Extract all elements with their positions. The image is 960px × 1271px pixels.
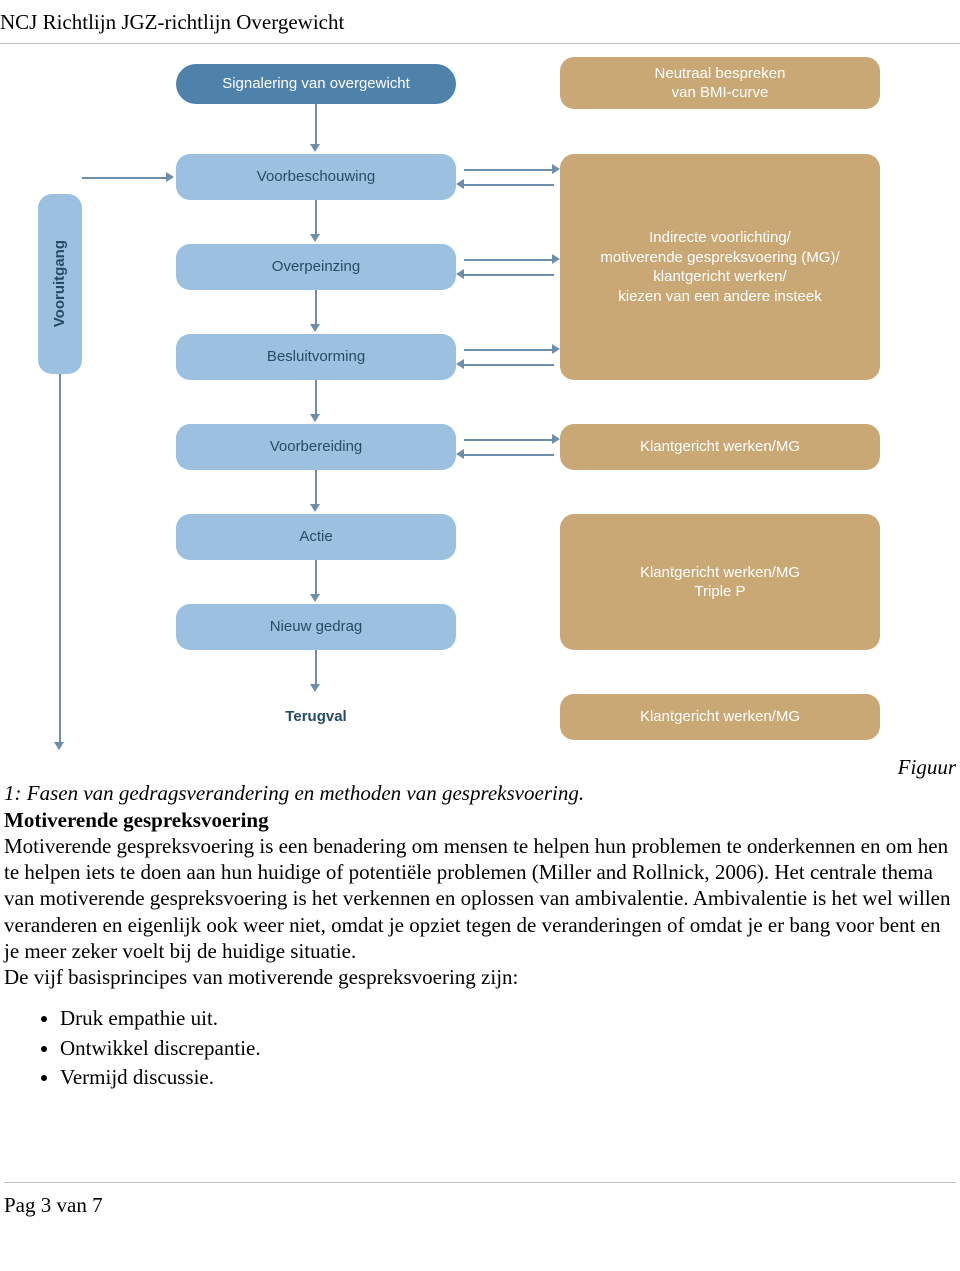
box-nieuw-gedrag-label: Nieuw gedrag xyxy=(270,617,363,637)
arrow-v-4-head xyxy=(310,504,320,512)
h-arrow-r2-r-head xyxy=(552,254,560,264)
arrow-v-0 xyxy=(315,104,317,146)
vooruitgang-box: Vooruitgang xyxy=(38,194,82,374)
arrow-v-2-head xyxy=(310,324,320,332)
figure-caption: 1: Fasen van gedragsverandering en metho… xyxy=(4,781,584,805)
arrow-vooruitgang-to-stage-head xyxy=(166,172,174,182)
mg-heading-text: Motiverende gespreksvoering xyxy=(4,808,269,832)
h-arrow-r1-l xyxy=(464,184,554,186)
h-arrow-r2-r xyxy=(464,259,554,261)
arrow-v-4 xyxy=(315,470,317,506)
box-tan-row56-text: Klantgericht werken/MG Triple P xyxy=(640,563,800,602)
list-item: Druk empathie uit. xyxy=(60,1004,956,1033)
box-besluitvorming: Besluitvorming xyxy=(176,334,456,380)
h-arrow-r4-r xyxy=(464,439,554,441)
arrow-v-6 xyxy=(315,650,317,686)
arrow-vooruitgang-down-head xyxy=(54,742,64,750)
box-besluitvorming-label: Besluitvorming xyxy=(267,347,365,367)
arrow-v-1-head xyxy=(310,234,320,242)
h-arrow-r3-l-head xyxy=(456,359,464,369)
box-indirecte-l2: motiverende gespreksvoering (MG)/ xyxy=(600,248,839,268)
box-terugval-label: Terugval xyxy=(285,707,346,727)
box-tan-row7: Klantgericht werken/MG xyxy=(560,694,880,740)
box-actie-label: Actie xyxy=(299,527,332,547)
page: NCJ Richtlijn JGZ-richtlijn Overgewicht … xyxy=(0,0,960,1248)
h-arrow-r3-l xyxy=(464,364,554,366)
list-item: Ontwikkel discrepantie. xyxy=(60,1034,956,1063)
box-indirecte-l3: klantgericht werken/ xyxy=(600,267,839,287)
h-arrow-r1-r-head xyxy=(552,164,560,174)
box-signalering-label: Signalering van overgewicht xyxy=(222,74,410,94)
mg-heading: Motiverende gespreksvoering xyxy=(4,807,956,833)
figuur-label-right: Figuur xyxy=(4,754,956,780)
box-signalering: Signalering van overgewicht xyxy=(176,64,456,104)
h-arrow-r2-l xyxy=(464,274,554,276)
arrow-v-0-head xyxy=(310,144,320,152)
box-tan-row4: Klantgericht werken/MG xyxy=(560,424,880,470)
h-arrow-r1-r xyxy=(464,169,554,171)
page-footer: Pag 3 van 7 xyxy=(0,1182,960,1218)
arrow-v-3-head xyxy=(310,414,320,422)
box-neutraal: Neutraal bespreken van BMI-curve xyxy=(560,57,880,109)
arrow-vooruitgang-to-stage xyxy=(82,177,168,179)
box-neutraal-l1: Neutraal bespreken xyxy=(655,64,786,84)
paragraph-2: De vijf basisprincipes van motiverende g… xyxy=(4,964,956,990)
box-indirecte-l4: kiezen van een andere insteek xyxy=(600,287,839,307)
box-tan-row56: Klantgericht werken/MG Triple P xyxy=(560,514,880,650)
box-neutraal-l2: van BMI-curve xyxy=(655,83,786,103)
arrow-v-5 xyxy=(315,560,317,596)
box-indirecte-l1: Indirecte voorlichting/ xyxy=(600,228,839,248)
paragraph-1: Motiverende gespreksvoering is een benad… xyxy=(4,833,956,964)
page-header-title: NCJ Richtlijn JGZ-richtlijn Overgewicht xyxy=(0,10,960,39)
box-neutraal-text: Neutraal bespreken van BMI-curve xyxy=(655,64,786,103)
arrow-v-5-head xyxy=(310,594,320,602)
arrow-v-6-head xyxy=(310,684,320,692)
arrow-v-2 xyxy=(315,290,317,326)
vooruitgang-label: Vooruitgang xyxy=(50,240,70,327)
principles-list: Druk empathie uit. Ontwikkel discrepanti… xyxy=(4,1004,956,1092)
h-arrow-r1-l-head xyxy=(456,179,464,189)
box-voorbereiding-label: Voorbereiding xyxy=(270,437,363,457)
box-voorbereiding: Voorbereiding xyxy=(176,424,456,470)
figuur-word: Figuur xyxy=(898,755,956,779)
list-item: Vermijd discussie. xyxy=(60,1063,956,1092)
h-arrow-r4-l xyxy=(464,454,554,456)
box-voorbeschouwing: Voorbeschouwing xyxy=(176,154,456,200)
arrow-vooruitgang-down xyxy=(59,374,61,744)
h-arrow-r3-r xyxy=(464,349,554,351)
h-arrow-r4-r-head xyxy=(552,434,560,444)
box-overpeinzing: Overpeinzing xyxy=(176,244,456,290)
body-text: Figuur 1: Fasen van gedragsverandering e… xyxy=(0,754,960,1092)
box-voorbeschouwing-label: Voorbeschouwing xyxy=(257,167,375,187)
box-indirecte-text: Indirecte voorlichting/ motiverende gesp… xyxy=(600,228,839,306)
box-indirecte: Indirecte voorlichting/ motiverende gesp… xyxy=(560,154,880,380)
h-arrow-r3-r-head xyxy=(552,344,560,354)
caption-line: 1: Fasen van gedragsverandering en metho… xyxy=(4,780,956,806)
box-overpeinzing-label: Overpeinzing xyxy=(272,257,360,277)
box-tan-row7-label: Klantgericht werken/MG xyxy=(640,707,800,727)
box-nieuw-gedrag: Nieuw gedrag xyxy=(176,604,456,650)
page-number: Pag 3 van 7 xyxy=(4,1193,956,1218)
h-arrow-r2-l-head xyxy=(456,269,464,279)
box-tan-row4-label: Klantgericht werken/MG xyxy=(640,437,800,457)
box-tan-row56-l2: Triple P xyxy=(640,582,800,602)
footer-rule xyxy=(4,1182,956,1183)
box-tan-row56-l1: Klantgericht werken/MG xyxy=(640,563,800,583)
box-actie: Actie xyxy=(176,514,456,560)
h-arrow-r4-l-head xyxy=(456,449,464,459)
arrow-v-1 xyxy=(315,200,317,236)
flowchart-figure: Vooruitgang Signalering van overgewicht … xyxy=(0,54,960,754)
arrow-v-3 xyxy=(315,380,317,416)
header-rule xyxy=(0,43,960,44)
box-terugval: Terugval xyxy=(176,694,456,740)
